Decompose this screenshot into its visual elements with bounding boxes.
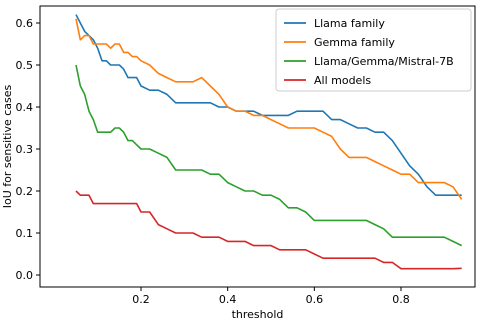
y-tick-label: 0.6 (16, 17, 34, 30)
series-line-4 (75, 190, 462, 270)
plot-area (39, 5, 476, 288)
series-line-2 (75, 18, 463, 200)
x-axis-label: threshold (232, 308, 284, 321)
y-tick-label: 0.0 (16, 269, 34, 282)
y-tick-label: 0.3 (16, 143, 34, 156)
axes: 0.2 0.4 0.6 0.8 0.0 0.1 0.2 0.3 0.4 0.5 0.6 thresho… (1, 17, 410, 321)
legend-label: Llama/Gemma/Mistral-7B (314, 55, 454, 68)
y-tick-label: 0.4 (16, 101, 34, 114)
legend-label: Gemma family (314, 36, 395, 49)
y-tick-label: 0.1 (16, 227, 34, 240)
plot-frame (39, 5, 476, 288)
x-tick-label: 0.6 (306, 293, 324, 306)
y-tick-label: 0.5 (16, 59, 34, 72)
y-axis-label: IoU for sensitive cases (1, 84, 14, 208)
x-tick-label: 0.4 (219, 293, 237, 306)
series-lines (75, 14, 463, 270)
series-line-3 (75, 64, 463, 247)
legend-box (275, 8, 472, 92)
legend-label: All models (314, 74, 371, 87)
legend: Llama family Gemma family Llama/Gemma/Mist… (275, 8, 472, 92)
legend-label: Llama family (314, 17, 385, 30)
x-tick-label: 0.2 (132, 293, 150, 306)
y-tick-label: 0.2 (16, 185, 34, 198)
x-tick-label: 0.8 (392, 293, 410, 306)
